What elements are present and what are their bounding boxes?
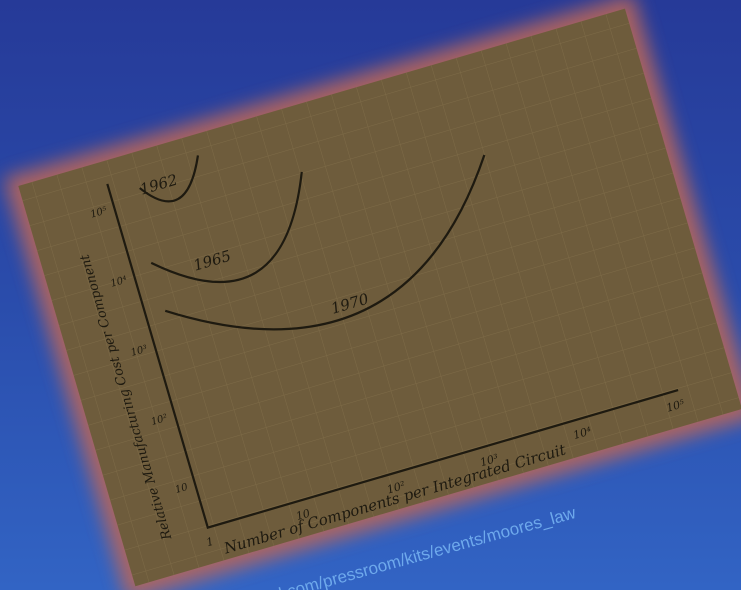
scene: 196219651970Relative Manufacturing Cost …: [0, 0, 741, 590]
slide: 196219651970Relative Manufacturing Cost …: [0, 0, 741, 590]
